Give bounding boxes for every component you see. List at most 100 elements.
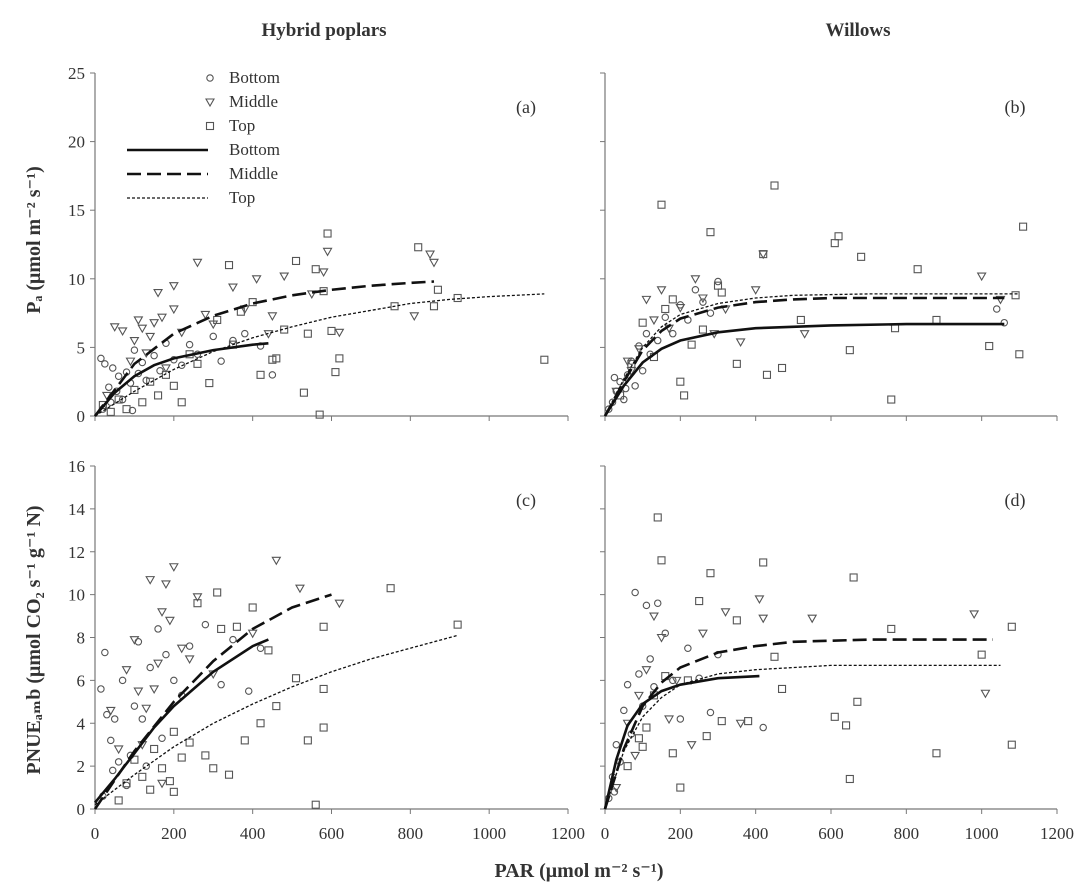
x-tick-label: 1200 — [1040, 824, 1074, 843]
data-point-top — [657, 556, 666, 565]
data-point-top — [193, 359, 202, 368]
legend-label-bottom-line: Bottom — [229, 140, 280, 159]
data-point-top — [291, 674, 301, 683]
data-point-top — [1011, 291, 1020, 300]
data-point-middle — [157, 313, 167, 323]
series-bottom — [97, 329, 277, 415]
y-axis-label-pnue: PNUEₐₘb (μmol CO₂ s⁻¹ g⁻¹ N) — [23, 505, 45, 774]
data-point-middle — [799, 330, 810, 339]
data-point-bottom — [138, 358, 147, 367]
data-point-bottom — [108, 364, 117, 372]
data-point-top — [849, 573, 858, 582]
data-point-bottom — [185, 642, 194, 650]
data-point-middle — [109, 323, 120, 332]
data-point-middle — [969, 610, 980, 620]
y-tick-label: 12 — [68, 543, 85, 562]
data-point-middle — [192, 593, 203, 602]
legend: Bottom Middle Top Bottom Middle Top — [127, 68, 280, 207]
data-point-top — [759, 250, 768, 259]
data-point-middle — [409, 312, 420, 321]
data-point-middle — [228, 283, 238, 293]
data-point-bottom — [620, 706, 628, 715]
data-point-top — [453, 620, 462, 629]
data-point-bottom — [638, 366, 647, 375]
series-top — [98, 229, 549, 419]
data-point-top — [169, 381, 178, 390]
data-point-middle — [161, 364, 171, 374]
data-point-top — [853, 697, 862, 706]
data-point-middle — [149, 685, 160, 695]
y-tick-label: 14 — [68, 500, 86, 519]
data-point-top — [165, 777, 174, 786]
data-point-top — [264, 646, 273, 655]
y-tick-label: 4 — [77, 714, 86, 733]
data-point-top — [154, 391, 163, 400]
data-point-bottom — [217, 680, 225, 689]
data-point-top — [130, 385, 139, 394]
data-point-middle — [754, 595, 765, 605]
data-point-top — [887, 395, 896, 404]
data-point-middle — [686, 741, 697, 750]
data-point-top — [857, 252, 866, 261]
data-point-bottom — [107, 736, 115, 745]
data-point-bottom — [642, 329, 651, 338]
data-point-top — [668, 749, 677, 758]
data-point-bottom — [661, 629, 670, 637]
data-point-top — [762, 370, 772, 379]
y-axis-label-pn: Pₐ (μmol m⁻² s⁻¹) — [23, 166, 45, 313]
data-point-bottom — [177, 361, 186, 369]
data-point-top — [657, 200, 666, 209]
fit-curve-top — [94, 293, 545, 417]
data-point-middle — [141, 704, 152, 714]
data-point-top — [232, 622, 241, 631]
y-tick-label: 15 — [68, 201, 85, 220]
x-tick-label: 600 — [818, 824, 844, 843]
data-point-bottom — [669, 329, 677, 338]
data-point-top — [272, 354, 281, 363]
data-point-top — [146, 377, 155, 386]
data-point-middle — [105, 706, 116, 716]
data-point-middle — [137, 324, 148, 334]
data-point-top — [315, 410, 324, 419]
data-point-bottom — [244, 687, 253, 695]
data-point-bottom — [699, 298, 707, 306]
data-point-middle — [251, 275, 262, 284]
data-point-top — [661, 304, 670, 314]
data-point-middle — [758, 614, 769, 624]
data-point-top — [702, 732, 711, 741]
panel-d: 0 200 400 600 800 1000 1200 (d) — [600, 465, 1074, 843]
fit-curve-bottom — [603, 322, 1005, 417]
data-point-bottom — [162, 650, 170, 659]
data-point-top — [717, 288, 726, 297]
data-point-top — [327, 326, 336, 335]
data-point-bottom — [114, 758, 123, 766]
data-point-middle — [161, 580, 171, 590]
data-point-top — [169, 727, 178, 736]
data-point-top — [1007, 740, 1016, 749]
data-point-middle — [267, 312, 278, 321]
data-point-top — [291, 256, 301, 266]
data-point-top — [676, 783, 685, 792]
data-point-top — [319, 684, 328, 694]
x-tick-label: 200 — [161, 824, 187, 843]
data-point-top — [299, 388, 308, 397]
data-point-bottom — [146, 663, 154, 672]
data-point-top — [205, 379, 214, 388]
data-point-top — [634, 734, 643, 743]
data-point-middle — [133, 316, 144, 326]
data-point-middle — [664, 715, 674, 725]
data-point-middle — [279, 272, 290, 282]
data-point-middle — [145, 576, 156, 585]
data-point-top — [777, 684, 787, 694]
data-point-bottom — [616, 377, 624, 386]
data-point-middle — [697, 294, 708, 304]
data-point-top — [311, 800, 320, 809]
data-point-top — [150, 744, 159, 754]
data-point-top — [224, 261, 234, 270]
data-point-top — [414, 243, 423, 252]
x-tick-label: 0 — [601, 824, 610, 843]
data-point-bottom — [101, 360, 109, 368]
data-point-middle — [611, 784, 622, 793]
data-point-middle — [735, 719, 746, 729]
